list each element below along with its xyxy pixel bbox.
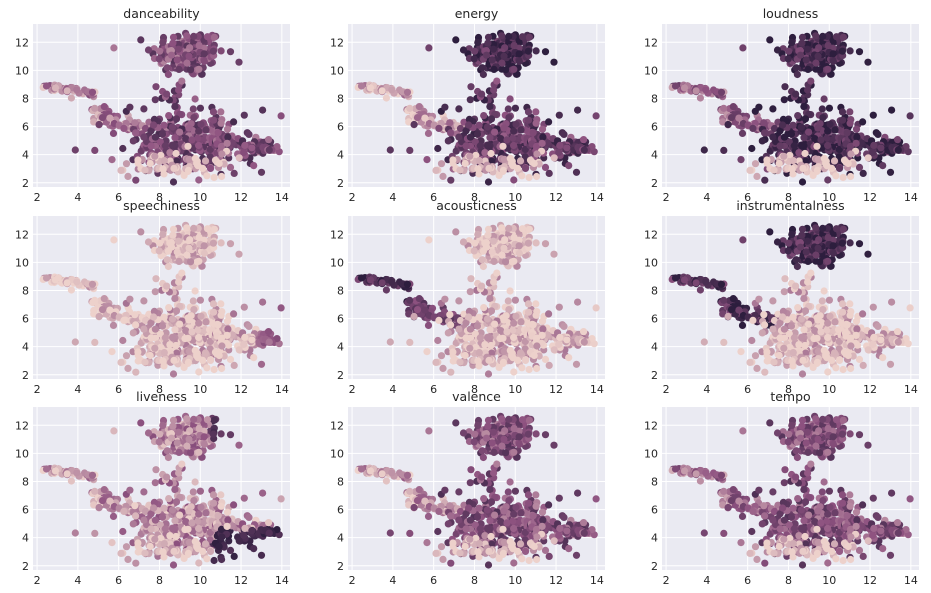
scatter-point bbox=[100, 103, 108, 111]
scatter-point bbox=[196, 104, 204, 112]
scatter-point bbox=[51, 84, 60, 92]
scatter-point bbox=[171, 103, 179, 111]
scatter-point bbox=[203, 33, 212, 41]
scatter-point bbox=[88, 88, 97, 96]
scatter-point bbox=[169, 33, 178, 41]
scatter-point bbox=[185, 52, 193, 60]
scatter-point bbox=[91, 104, 99, 112]
y-tick-label: 10 bbox=[15, 64, 29, 77]
y-tick-label: 4 bbox=[22, 149, 29, 162]
scatter-point bbox=[217, 47, 225, 55]
scatter-point bbox=[226, 48, 235, 56]
scatter-point bbox=[63, 87, 71, 95]
scatter-point bbox=[152, 83, 160, 91]
x-tick-label: 10 bbox=[193, 191, 207, 204]
scatter-point bbox=[250, 162, 258, 170]
x-tick-label: 8 bbox=[156, 191, 163, 204]
x-tick-label: 14 bbox=[275, 191, 289, 204]
y-tick-label: 2 bbox=[22, 177, 29, 190]
scatter-point bbox=[73, 86, 81, 94]
scatter-point bbox=[209, 47, 217, 55]
scatter-point bbox=[167, 51, 176, 59]
scatter-point bbox=[90, 118, 98, 126]
scatter-point bbox=[217, 108, 225, 116]
y-tick-label: 6 bbox=[22, 121, 29, 134]
scatter-point bbox=[132, 129, 140, 137]
scatter-point bbox=[190, 32, 198, 41]
scatter-point bbox=[226, 163, 235, 171]
scatter-point bbox=[183, 32, 191, 40]
y-tick-label: 8 bbox=[22, 92, 29, 105]
x-tick-label: 4 bbox=[74, 191, 81, 204]
scatter-point bbox=[137, 36, 145, 44]
scatter-point bbox=[235, 58, 243, 66]
scatter-point bbox=[210, 33, 218, 41]
scatter-point bbox=[155, 55, 163, 63]
scatter-point bbox=[106, 114, 114, 122]
scatter-point bbox=[98, 114, 107, 122]
scatter-point bbox=[169, 39, 177, 47]
scatter-point bbox=[141, 124, 150, 133]
scatter-point bbox=[131, 119, 139, 127]
x-tick-label: 2 bbox=[34, 191, 41, 204]
scatter-point bbox=[195, 41, 203, 50]
scatter-point bbox=[140, 105, 148, 113]
scatter-point bbox=[159, 38, 167, 47]
scatter-point bbox=[195, 65, 203, 73]
scatter-point bbox=[42, 82, 51, 90]
scatter-point bbox=[67, 94, 75, 102]
scatter-point bbox=[175, 65, 183, 73]
scatter-point bbox=[186, 66, 195, 74]
point-cloud bbox=[39, 29, 285, 186]
scatter-point bbox=[109, 129, 118, 137]
scatter-point bbox=[178, 77, 186, 85]
scatter-point bbox=[71, 146, 79, 154]
scatter-point bbox=[200, 50, 208, 58]
scatter-point bbox=[175, 86, 183, 94]
scatter-point bbox=[164, 70, 172, 79]
scatter-point bbox=[120, 124, 128, 132]
scatter-point bbox=[108, 156, 116, 164]
scatter-point bbox=[200, 57, 208, 66]
scatter-point bbox=[230, 169, 238, 177]
scatter-point bbox=[174, 45, 182, 53]
x-tick-label: 12 bbox=[234, 191, 248, 204]
scatter-point bbox=[173, 56, 181, 64]
y-tick-label: 12 bbox=[15, 36, 29, 49]
scatter-point bbox=[163, 64, 171, 72]
scatter-point bbox=[95, 120, 103, 129]
scatter-point bbox=[156, 47, 164, 55]
scatter-point bbox=[144, 46, 153, 54]
scatter-point bbox=[183, 59, 191, 67]
x-tick-label: 6 bbox=[115, 191, 122, 204]
scatter-point bbox=[191, 95, 199, 103]
scatter-point bbox=[110, 44, 118, 52]
